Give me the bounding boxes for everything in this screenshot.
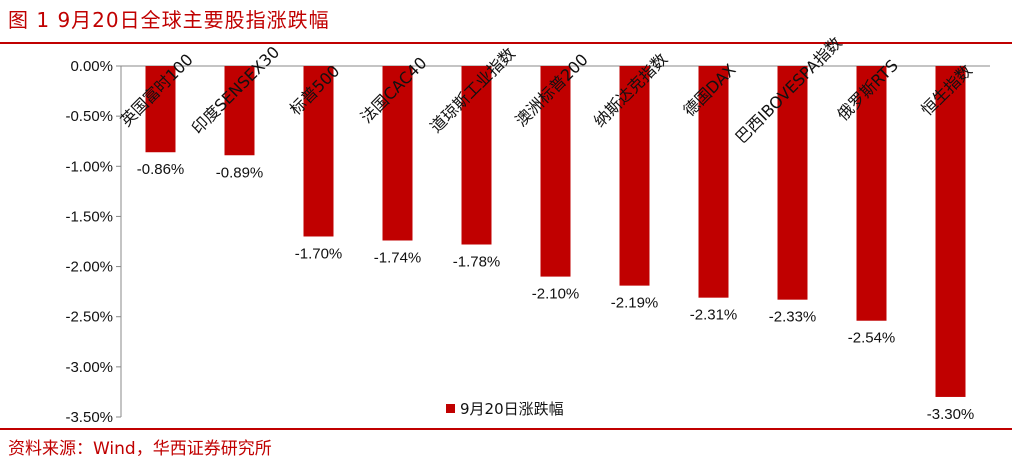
- y-tick-label: -2.50%: [65, 309, 113, 326]
- bar: [935, 66, 966, 397]
- data-label: -1.78%: [453, 254, 501, 271]
- legend-swatch: [446, 404, 455, 413]
- y-tick-label: 0.00%: [70, 58, 113, 75]
- y-tick-label: -3.50%: [65, 409, 113, 426]
- data-label: -2.19%: [611, 295, 659, 312]
- y-tick-label: -1.50%: [65, 208, 113, 225]
- chart-title: 图 1 9月20日全球主要股指涨跌幅: [8, 8, 330, 32]
- bar: [856, 66, 887, 321]
- source-note: 资料来源：Wind，华西证券研究所: [8, 439, 272, 459]
- data-label: -2.33%: [769, 309, 817, 326]
- bar: [224, 66, 255, 156]
- data-label: -3.30%: [927, 406, 975, 423]
- y-tick-label: -0.50%: [65, 108, 113, 125]
- bar-layer: [145, 66, 966, 397]
- y-tick-label: -1.00%: [65, 158, 113, 175]
- bar: [303, 66, 334, 237]
- bar: [145, 66, 176, 153]
- data-label: -2.54%: [848, 330, 896, 347]
- data-label: -2.31%: [690, 307, 738, 324]
- bar: [382, 66, 413, 241]
- y-tick-label: -3.00%: [65, 359, 113, 376]
- data-label: -0.86%: [137, 161, 185, 178]
- data-label: -1.70%: [295, 245, 343, 262]
- data-label: -2.10%: [532, 286, 580, 303]
- y-tick-label: -2.00%: [65, 259, 113, 276]
- data-label: -0.89%: [216, 164, 264, 181]
- bar: [698, 66, 729, 298]
- bar: [540, 66, 571, 277]
- data-label: -1.74%: [374, 249, 422, 266]
- title-divider: [0, 42, 1012, 44]
- legend-label: 9月20日涨跌幅: [460, 400, 564, 418]
- axis-layer: 0.00% -0.50% -1.00% -1.50% -2.00% -2.50% -3.00…: [65, 58, 990, 426]
- legend: 9月20日涨跌幅: [446, 400, 564, 418]
- source-divider: [0, 428, 1012, 430]
- bar: [461, 66, 492, 245]
- bar: [619, 66, 650, 286]
- bar: [777, 66, 808, 300]
